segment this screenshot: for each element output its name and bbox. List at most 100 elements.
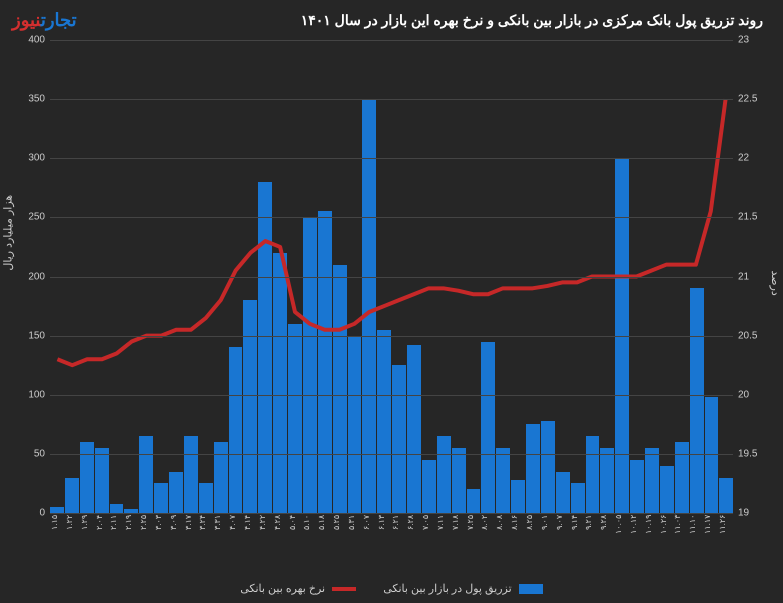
- legend: تزریق پول در بازار بین بانکی نرخ بهره بی…: [0, 582, 783, 595]
- x-tick: ۲.۱۱: [109, 515, 124, 565]
- bar: [556, 472, 570, 513]
- y-left-tick: 0: [10, 508, 45, 519]
- x-tick: ۲.۱۹: [124, 515, 139, 565]
- bar: [273, 253, 287, 513]
- legend-line: نرخ بهره بین بانکی: [240, 582, 356, 595]
- gridline: [50, 99, 733, 100]
- bar: [690, 288, 704, 513]
- bar: [154, 483, 168, 513]
- bar: [362, 99, 376, 513]
- x-tick: ۲.۰۴: [95, 515, 110, 565]
- x-tick: ۷.۱۸: [451, 515, 466, 565]
- bar: [288, 324, 302, 513]
- bar: [719, 478, 733, 513]
- x-tick: ۵.۱۰: [302, 515, 317, 565]
- bar: [586, 436, 600, 513]
- bar: [80, 442, 94, 513]
- x-tick: ۱۱.۲۶: [718, 515, 733, 565]
- gridline: [50, 454, 733, 455]
- y-left-tick: 100: [10, 389, 45, 400]
- bar: [541, 421, 555, 513]
- y-right-tick: 22.5: [738, 94, 773, 105]
- gridline: [50, 513, 733, 514]
- x-tick: ۵.۰۴: [288, 515, 303, 565]
- x-axis-labels: ۱.۱۵۱.۲۲۱.۲۹۲.۰۴۲.۱۱۲.۱۹۲.۲۵۳.۰۳۳.۰۹۳.۱۷…: [50, 515, 733, 565]
- bar: [184, 436, 198, 513]
- bar: [65, 478, 79, 513]
- x-tick: ۲.۲۵: [139, 515, 154, 565]
- x-tick: ۵.۲۵: [332, 515, 347, 565]
- bar: [422, 460, 436, 513]
- legend-line-swatch: [332, 587, 356, 591]
- y-left-tick: 50: [10, 448, 45, 459]
- x-tick: ۸.۱۶: [510, 515, 525, 565]
- x-tick: ۱۰.۱۲: [629, 515, 644, 565]
- legend-bar-label: تزریق پول در بازار بین بانکی: [383, 583, 511, 595]
- bar: [318, 211, 332, 513]
- bar: [452, 448, 466, 513]
- logo: تجارتنیوز: [12, 10, 77, 31]
- x-tick: ۵.۳۱: [347, 515, 362, 565]
- x-tick: ۴.۱۴: [243, 515, 258, 565]
- x-tick: ۴.۲۸: [273, 515, 288, 565]
- bar: [496, 448, 510, 513]
- y-right-tick: 20: [738, 389, 773, 400]
- gridline: [50, 217, 733, 218]
- bar: [437, 436, 451, 513]
- bar: [645, 448, 659, 513]
- y-left-axis-title: هزار میلیارد ریال: [2, 194, 15, 270]
- x-tick: ۶.۲۸: [406, 515, 421, 565]
- x-tick: ۸.۲۵: [525, 515, 540, 565]
- x-tick: ۱.۱۵: [50, 515, 65, 565]
- x-tick: ۴.۰۷: [228, 515, 243, 565]
- x-tick: ۴.۲۲: [258, 515, 273, 565]
- bar: [407, 345, 421, 513]
- logo-part1: تجارت: [41, 10, 77, 30]
- x-tick: ۸.۰۲: [480, 515, 495, 565]
- x-tick: ۱.۲۹: [80, 515, 95, 565]
- x-tick: ۷.۱۱: [436, 515, 451, 565]
- y-left-tick: 300: [10, 153, 45, 164]
- plot-area: 0501001502002503003504001919.52020.52121…: [50, 40, 733, 513]
- legend-bar: تزریق پول در بازار بین بانکی: [383, 582, 543, 595]
- bar: [511, 480, 525, 513]
- gridline: [50, 277, 733, 278]
- bar: [571, 483, 585, 513]
- bar: [110, 504, 124, 513]
- bar: [481, 342, 495, 513]
- bar: [600, 448, 614, 513]
- bar: [392, 365, 406, 513]
- x-tick: ۳.۰۳: [154, 515, 169, 565]
- x-tick: ۱۱.۰۳: [673, 515, 688, 565]
- x-tick: ۹.۲۸: [599, 515, 614, 565]
- chart-title: روند تزریق پول بانک مرکزی در بازار بین ب…: [8, 8, 775, 37]
- legend-bar-swatch: [519, 584, 543, 594]
- bar: [258, 182, 272, 513]
- bar: [303, 217, 317, 513]
- y-left-tick: 250: [10, 212, 45, 223]
- bar: [526, 424, 540, 513]
- gridline: [50, 395, 733, 396]
- y-left-tick: 150: [10, 330, 45, 341]
- x-tick: ۱۱.۱۰: [688, 515, 703, 565]
- x-tick: ۸.۰۸: [495, 515, 510, 565]
- bar: [348, 336, 362, 513]
- y-right-tick: 22: [738, 153, 773, 164]
- x-tick: ۶.۰۷: [362, 515, 377, 565]
- logo-part2: نیوز: [12, 10, 41, 30]
- x-tick: ۱۰.۱۹: [644, 515, 659, 565]
- y-right-tick: 19.5: [738, 448, 773, 459]
- gridline: [50, 40, 733, 41]
- x-tick: ۳.۱۷: [184, 515, 199, 565]
- bar: [705, 397, 719, 513]
- gridline: [50, 158, 733, 159]
- bar: [229, 347, 243, 513]
- x-tick: ۱۱.۱۷: [703, 515, 718, 565]
- y-right-tick: 23: [738, 35, 773, 46]
- bar: [169, 472, 183, 513]
- y-left-tick: 400: [10, 35, 45, 46]
- x-tick: ۱۰.۰۵: [614, 515, 629, 565]
- bar: [675, 442, 689, 513]
- y-left-tick: 200: [10, 271, 45, 282]
- x-tick: ۳.۳۱: [213, 515, 228, 565]
